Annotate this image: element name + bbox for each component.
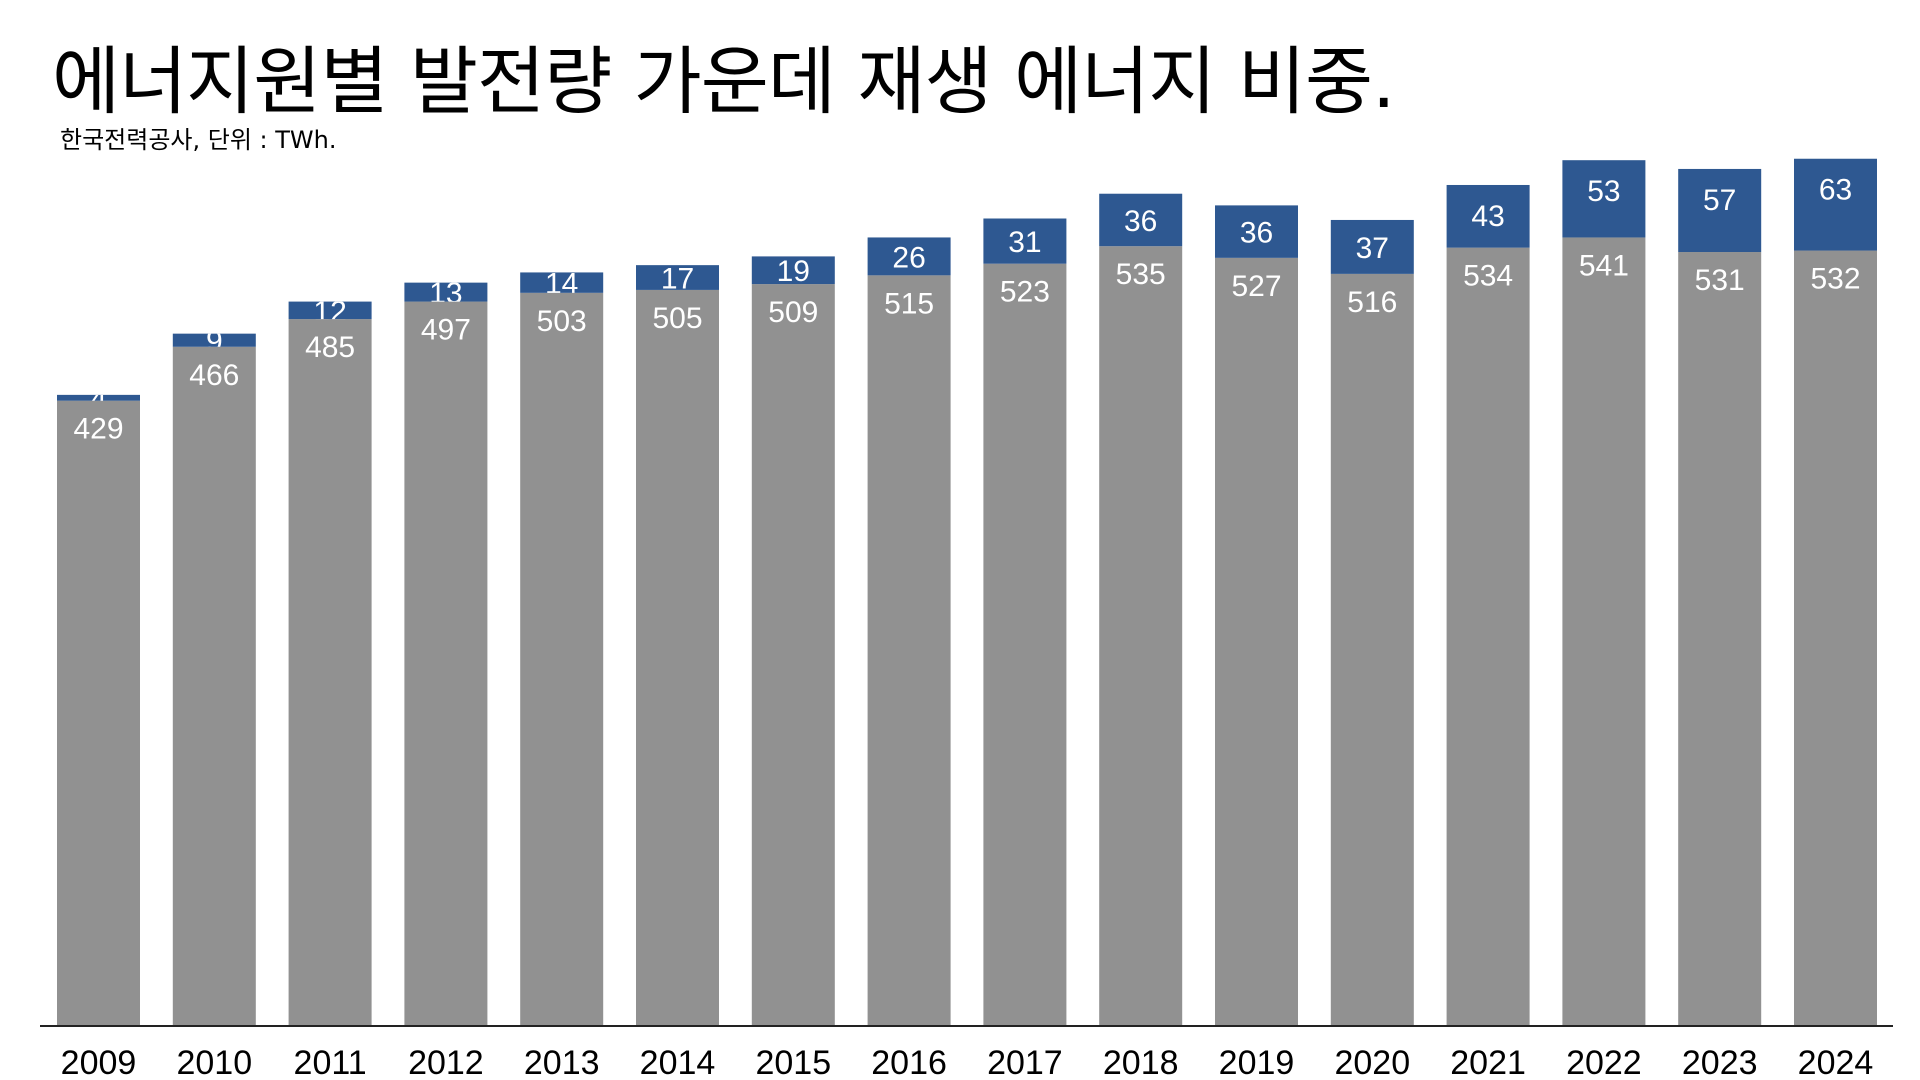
label-gray-2020: 516 bbox=[1347, 286, 1397, 319]
label-blue-2017: 31 bbox=[1008, 226, 1041, 259]
chart-subtitle: 한국전력공사, 단위 : TWh. bbox=[60, 126, 337, 154]
label-gray-2009: 429 bbox=[73, 413, 123, 446]
bar-blue-2020 bbox=[1330, 219, 1414, 274]
x-tick-2019: 2019 bbox=[1219, 1044, 1295, 1080]
x-tick-2011: 2011 bbox=[294, 1044, 367, 1080]
label-blue-2011: 12 bbox=[313, 295, 346, 328]
x-tick-2022: 2022 bbox=[1566, 1044, 1642, 1080]
bar-blue-2013 bbox=[520, 272, 604, 293]
label-blue-2013: 14 bbox=[545, 268, 578, 301]
x-tick-2015: 2015 bbox=[755, 1044, 831, 1080]
label-gray-2016: 515 bbox=[884, 287, 934, 320]
bar-blue-2010 bbox=[172, 333, 256, 347]
bar-blue-2023 bbox=[1678, 168, 1762, 253]
bar-blue-2016 bbox=[867, 237, 951, 276]
label-blue-2021: 43 bbox=[1471, 200, 1504, 233]
bar-blue-2011 bbox=[288, 301, 372, 320]
label-gray-2023: 531 bbox=[1695, 264, 1745, 297]
x-tick-2012: 2012 bbox=[408, 1044, 484, 1080]
label-gray-2013: 503 bbox=[537, 305, 587, 338]
x-tick-2017: 2017 bbox=[987, 1044, 1063, 1080]
bar-gray-2013 bbox=[520, 292, 604, 1027]
label-gray-2012: 497 bbox=[421, 314, 471, 347]
bar-blue-2009 bbox=[57, 394, 140, 401]
bar-gray-2020 bbox=[1330, 273, 1414, 1027]
label-gray-2014: 505 bbox=[652, 302, 702, 335]
label-blue-2014: 17 bbox=[661, 263, 694, 296]
bar-gray-2016 bbox=[867, 275, 951, 1026]
label-blue-2015: 19 bbox=[777, 255, 810, 288]
x-tick-2013: 2013 bbox=[524, 1044, 600, 1080]
label-blue-2023: 57 bbox=[1703, 184, 1736, 217]
x-tick-2021: 2021 bbox=[1450, 1044, 1526, 1080]
label-blue-2024: 63 bbox=[1819, 174, 1852, 207]
bar-gray-2015 bbox=[751, 284, 835, 1026]
label-blue-2020: 37 bbox=[1356, 232, 1389, 265]
label-gray-2010: 466 bbox=[189, 359, 239, 392]
label-blue-2018: 36 bbox=[1124, 205, 1157, 238]
x-tick-2016: 2016 bbox=[871, 1044, 947, 1080]
bar-blue-2018 bbox=[1099, 193, 1183, 247]
bar-gray-2017 bbox=[983, 263, 1067, 1026]
label-gray-2021: 534 bbox=[1463, 260, 1513, 293]
bar-gray-2009 bbox=[57, 400, 140, 1026]
bar-blue-2017 bbox=[983, 218, 1067, 264]
x-tick-2023: 2023 bbox=[1682, 1044, 1758, 1080]
bar-blue-2012 bbox=[404, 282, 488, 302]
bar-blue-2021 bbox=[1446, 184, 1530, 248]
label-blue-2009: 4 bbox=[90, 383, 107, 416]
x-tick-2014: 2014 bbox=[640, 1044, 716, 1080]
label-gray-2015: 509 bbox=[768, 296, 818, 329]
label-blue-2012: 13 bbox=[429, 277, 462, 310]
bar-gray-2014 bbox=[636, 289, 719, 1026]
label-gray-2018: 535 bbox=[1116, 258, 1166, 291]
label-gray-2011: 485 bbox=[305, 331, 355, 364]
bar-gray-2022 bbox=[1562, 237, 1646, 1026]
bar-blue-2014 bbox=[636, 265, 719, 290]
bar-blue-2022 bbox=[1562, 160, 1646, 238]
bar-gray-2011 bbox=[288, 319, 372, 1026]
bar-gray-2019 bbox=[1215, 257, 1298, 1027]
x-tick-2018: 2018 bbox=[1103, 1044, 1179, 1080]
bar-gray-2024 bbox=[1794, 250, 1877, 1026]
bars-group bbox=[57, 158, 1877, 1027]
bar-gray-2010 bbox=[172, 346, 256, 1027]
label-blue-2022: 53 bbox=[1587, 175, 1620, 208]
label-gray-2022: 541 bbox=[1579, 249, 1629, 282]
label-gray-2019: 527 bbox=[1231, 270, 1281, 303]
x-tick-2020: 2020 bbox=[1334, 1044, 1410, 1080]
label-blue-2019: 36 bbox=[1240, 217, 1273, 250]
x-tick-2010: 2010 bbox=[176, 1044, 252, 1080]
x-tick-2024: 2024 bbox=[1798, 1044, 1874, 1080]
bar-gray-2021 bbox=[1446, 247, 1530, 1026]
label-gray-2024: 532 bbox=[1810, 263, 1860, 296]
label-gray-2017: 523 bbox=[1000, 276, 1050, 309]
x-tick-2009: 2009 bbox=[61, 1044, 137, 1080]
label-blue-2016: 26 bbox=[892, 241, 925, 274]
bar-gray-2012 bbox=[404, 301, 488, 1026]
bar-gray-2018 bbox=[1099, 246, 1183, 1027]
bar-blue-2019 bbox=[1215, 205, 1298, 258]
label-blue-2010: 9 bbox=[206, 325, 223, 358]
bar-gray-2023 bbox=[1678, 252, 1762, 1026]
bar-blue-2015 bbox=[751, 256, 835, 285]
bar-blue-2024 bbox=[1794, 158, 1877, 251]
chart-title: 에너지원별 발전량 가운데 재생 에너지 비중. bbox=[52, 39, 1396, 125]
